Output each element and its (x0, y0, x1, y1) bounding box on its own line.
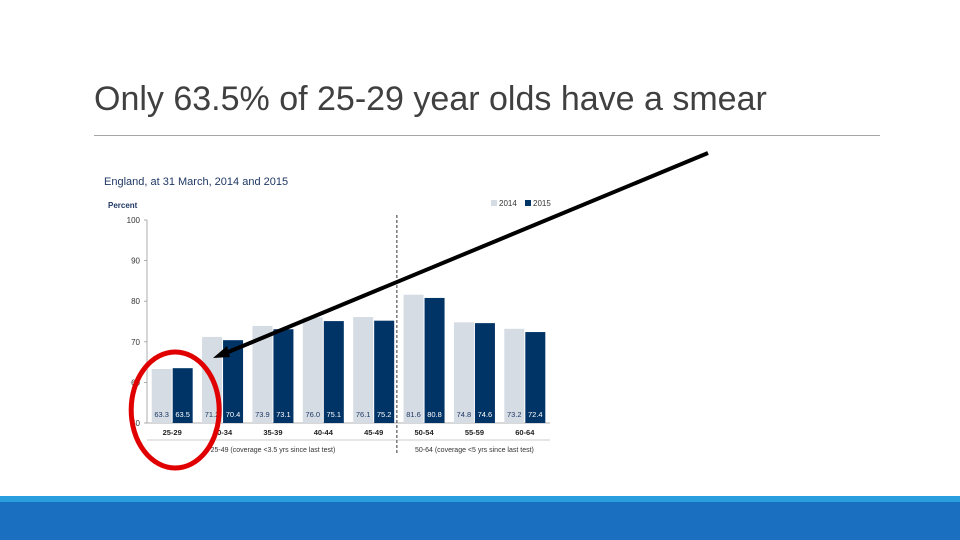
title-divider (94, 135, 880, 136)
data-label-2015-30-34: 70.4 (226, 410, 241, 419)
legend-swatch-2014 (491, 200, 497, 206)
x-tick-label-60-64: 60-64 (515, 428, 535, 437)
y-tick-label: 80 (131, 297, 140, 306)
data-label-2015-55-59: 74.6 (478, 410, 493, 419)
data-label-2014-55-59: 74.8 (457, 410, 472, 419)
data-label-2014-25-29: 63.3 (154, 410, 169, 419)
bar-2014-50-54 (403, 294, 424, 423)
bar-2015-55-59 (474, 323, 495, 423)
x-tick-label-45-49: 45-49 (364, 428, 383, 437)
pointer-arrow-head (213, 346, 230, 358)
highlight-ellipse (128, 349, 222, 471)
chart-subtitle: England, at 31 March, 2014 and 2015 (104, 176, 289, 188)
y-tick-label: 100 (127, 216, 141, 225)
bar-2015-30-34 (223, 340, 244, 423)
bar-2015-40-44 (323, 321, 344, 423)
group-label-25-49: 25-49 (coverage <3.5 yrs since last test… (211, 447, 336, 454)
data-label-2014-40-44: 76.0 (306, 410, 321, 419)
slide-title: Only 63.5% of 25-29 year olds have a sme… (94, 80, 767, 118)
legend-label-2014: 2014 (499, 199, 517, 208)
x-tick-label-55-59: 55-59 (465, 428, 484, 437)
x-tick-label-35-39: 35-39 (263, 428, 282, 437)
bar-2015-45-49 (374, 320, 395, 423)
data-label-2015-60-64: 72.4 (528, 410, 543, 419)
data-label-2015-35-39: 73.1 (276, 410, 291, 419)
legend-label-2015: 2015 (533, 199, 551, 208)
bar-2015-25-29 (172, 368, 193, 423)
bar-2015-50-54 (424, 297, 445, 423)
data-label-2014-50-54: 81.6 (406, 410, 421, 419)
data-label-2014-60-64: 73.2 (507, 410, 522, 419)
pointer-arrow-shaft (220, 151, 709, 357)
y-axis-label: Percent (108, 201, 138, 210)
data-label-2014-35-39: 73.9 (255, 410, 270, 419)
y-tick-label: 50 (131, 419, 140, 428)
footer-band (0, 496, 960, 540)
y-tick-label: 70 (131, 338, 140, 347)
bar-2014-55-59 (453, 322, 474, 423)
bar-2014-35-39 (252, 325, 273, 423)
bar-2015-60-64 (525, 332, 546, 423)
data-label-2014-30-34: 71.2 (205, 410, 220, 419)
data-label-2014-45-49: 76.1 (356, 410, 371, 419)
data-label-2015-50-54: 80.8 (427, 410, 442, 419)
data-label-2015-45-49: 75.2 (377, 410, 392, 419)
bar-2014-40-44 (302, 317, 323, 423)
group-label-50-64: 50-64 (coverage <5 yrs since last test) (415, 447, 534, 454)
bar-2015-35-39 (273, 329, 294, 423)
bar-2014-25-29 (151, 369, 172, 423)
legend-swatch-2015 (525, 200, 531, 206)
x-tick-label-25-29: 25-29 (163, 428, 182, 437)
bar-2014-60-64 (504, 328, 525, 423)
x-tick-label-30-34: 30-34 (213, 428, 233, 437)
y-tick-label: 90 (131, 257, 140, 266)
x-tick-label-50-54: 50-54 (414, 428, 434, 437)
bar-2014-45-49 (353, 317, 374, 423)
data-label-2015-25-29: 63.5 (175, 410, 190, 419)
x-tick-label-40-44: 40-44 (314, 428, 334, 437)
footer-band-highlight (0, 496, 960, 502)
data-label-2015-40-44: 75.1 (327, 410, 342, 419)
